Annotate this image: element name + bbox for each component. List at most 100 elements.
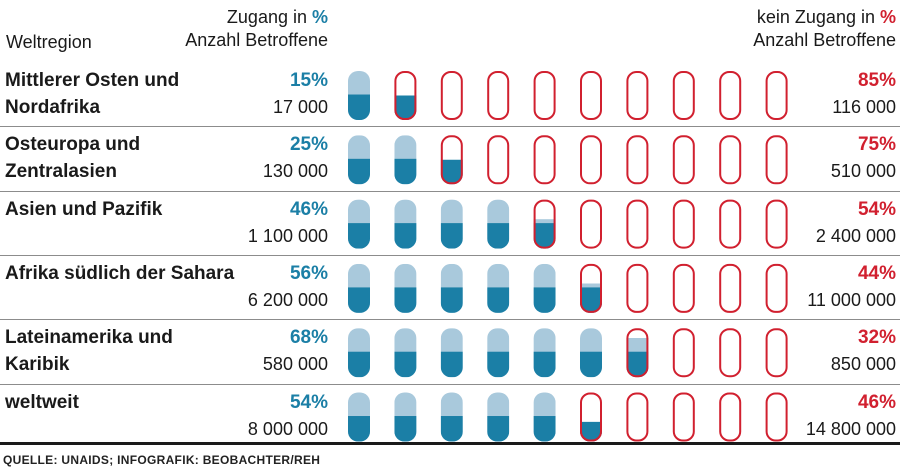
pill	[719, 199, 742, 249]
no-access-count: 11 000 000	[807, 289, 896, 310]
pill-no-access	[487, 71, 510, 120]
pill-no-access	[580, 135, 602, 185]
pill	[765, 263, 788, 313]
pill-no-access	[626, 71, 649, 120]
pill	[440, 135, 463, 185]
pill	[440, 263, 463, 313]
row-divider	[0, 190, 900, 192]
access-pct: 56%	[289, 262, 328, 284]
pill-no-access	[487, 135, 510, 185]
access-count: 130 000	[262, 161, 328, 182]
pill	[672, 263, 695, 313]
source-note: QUELLE: UNAIDS; INFOGRAFIK: BEOBACHTER/R…	[3, 453, 321, 467]
pill-no-access	[626, 199, 649, 249]
header-access-text: Zugang in	[226, 7, 312, 27]
pill	[672, 135, 695, 185]
pill	[765, 71, 788, 120]
pill	[580, 328, 602, 378]
table-row: Mittlerer Osten und Nordafrika 15% 17 000 8…	[0, 63, 900, 127]
pill	[719, 328, 742, 378]
region-name: weltweit	[5, 391, 79, 413]
pill-no-access	[672, 263, 695, 313]
header-no-access-text: kein Zugang in	[756, 7, 880, 27]
access-count: 580 000	[262, 354, 328, 375]
pill	[348, 263, 370, 313]
pill	[487, 328, 510, 378]
bottom-rule	[0, 442, 900, 445]
pill-no-access	[672, 392, 695, 442]
pill	[394, 392, 417, 442]
region-name: Lateinamerika und Karibik	[5, 327, 173, 376]
pill	[672, 199, 695, 249]
no-access-count: 510 000	[830, 161, 896, 182]
no-access-count: 850 000	[830, 354, 896, 375]
pill-no-access	[626, 392, 649, 442]
pill	[487, 392, 510, 442]
pill	[394, 71, 417, 120]
row-divider	[0, 254, 900, 256]
pill	[672, 71, 695, 120]
row-divider	[0, 383, 900, 385]
pill	[487, 71, 510, 120]
pill	[487, 263, 510, 313]
pill	[487, 135, 510, 185]
pill	[533, 135, 556, 185]
pill-no-access	[672, 328, 695, 378]
pill-no-access	[719, 328, 742, 378]
pill	[580, 263, 602, 313]
pill-no-access	[719, 199, 742, 249]
pill	[626, 328, 649, 378]
pill	[533, 263, 556, 313]
pill	[672, 392, 695, 442]
region-name: Osteuropa und Zentralasien	[5, 134, 141, 183]
access-pct: 68%	[289, 327, 328, 349]
pill	[672, 328, 695, 378]
pill	[626, 71, 649, 120]
pill	[348, 392, 370, 442]
table-row: Osteuropa und Zentralasien 25% 130 000 75% 5…	[0, 127, 900, 191]
pill-no-access	[533, 71, 556, 120]
pill	[394, 199, 417, 249]
pill	[440, 71, 463, 120]
pill	[348, 71, 370, 120]
pill-no-access	[440, 71, 463, 120]
access-pct: 54%	[289, 391, 328, 413]
access-pct: 15%	[289, 70, 328, 91]
no-access-count: 14 800 000	[805, 418, 896, 439]
pill	[626, 263, 649, 313]
pill	[394, 135, 417, 185]
pill	[580, 392, 602, 442]
pill	[533, 199, 556, 249]
access-count: 17 000	[272, 97, 328, 117]
pill-no-access	[580, 71, 602, 120]
pill	[626, 199, 649, 249]
pill	[765, 135, 788, 185]
table-row: Asien und Pazifik 46% 1 100 000 54% 2 400 00…	[0, 192, 900, 256]
no-access-count: 2 400 000	[815, 225, 896, 246]
access-pct: 46%	[289, 198, 328, 220]
pill	[626, 135, 649, 185]
header-access: Zugang in % Anzahl Betroffene	[185, 6, 328, 52]
region-name: Mittlerer Osten und Nordafrika	[5, 70, 180, 118]
pill	[580, 199, 602, 249]
pill	[533, 328, 556, 378]
pill-no-access	[626, 263, 649, 313]
pill	[765, 199, 788, 249]
pill	[533, 71, 556, 120]
pill	[580, 135, 602, 185]
header-no-access-line1: kein Zugang in %	[753, 6, 896, 29]
table-row: weltweit 54% 8 000 000 46% 14 800 000	[0, 385, 900, 449]
pill	[719, 71, 742, 120]
pill	[765, 328, 788, 378]
pill-no-access	[533, 135, 556, 185]
pill-no-access	[672, 199, 695, 249]
pill-no-access	[719, 392, 742, 442]
pill	[719, 135, 742, 185]
table-row: Afrika südlich der Sahara 56% 6 200 000 44%…	[0, 256, 900, 320]
access-count: 6 200 000	[247, 289, 328, 310]
header-no-access-pct: %	[879, 7, 896, 27]
header-access-pct: %	[311, 7, 328, 27]
header-no-access: kein Zugang in % Anzahl Betroffene	[753, 6, 896, 52]
pill-no-access	[765, 71, 788, 120]
pill-no-access	[719, 135, 742, 185]
